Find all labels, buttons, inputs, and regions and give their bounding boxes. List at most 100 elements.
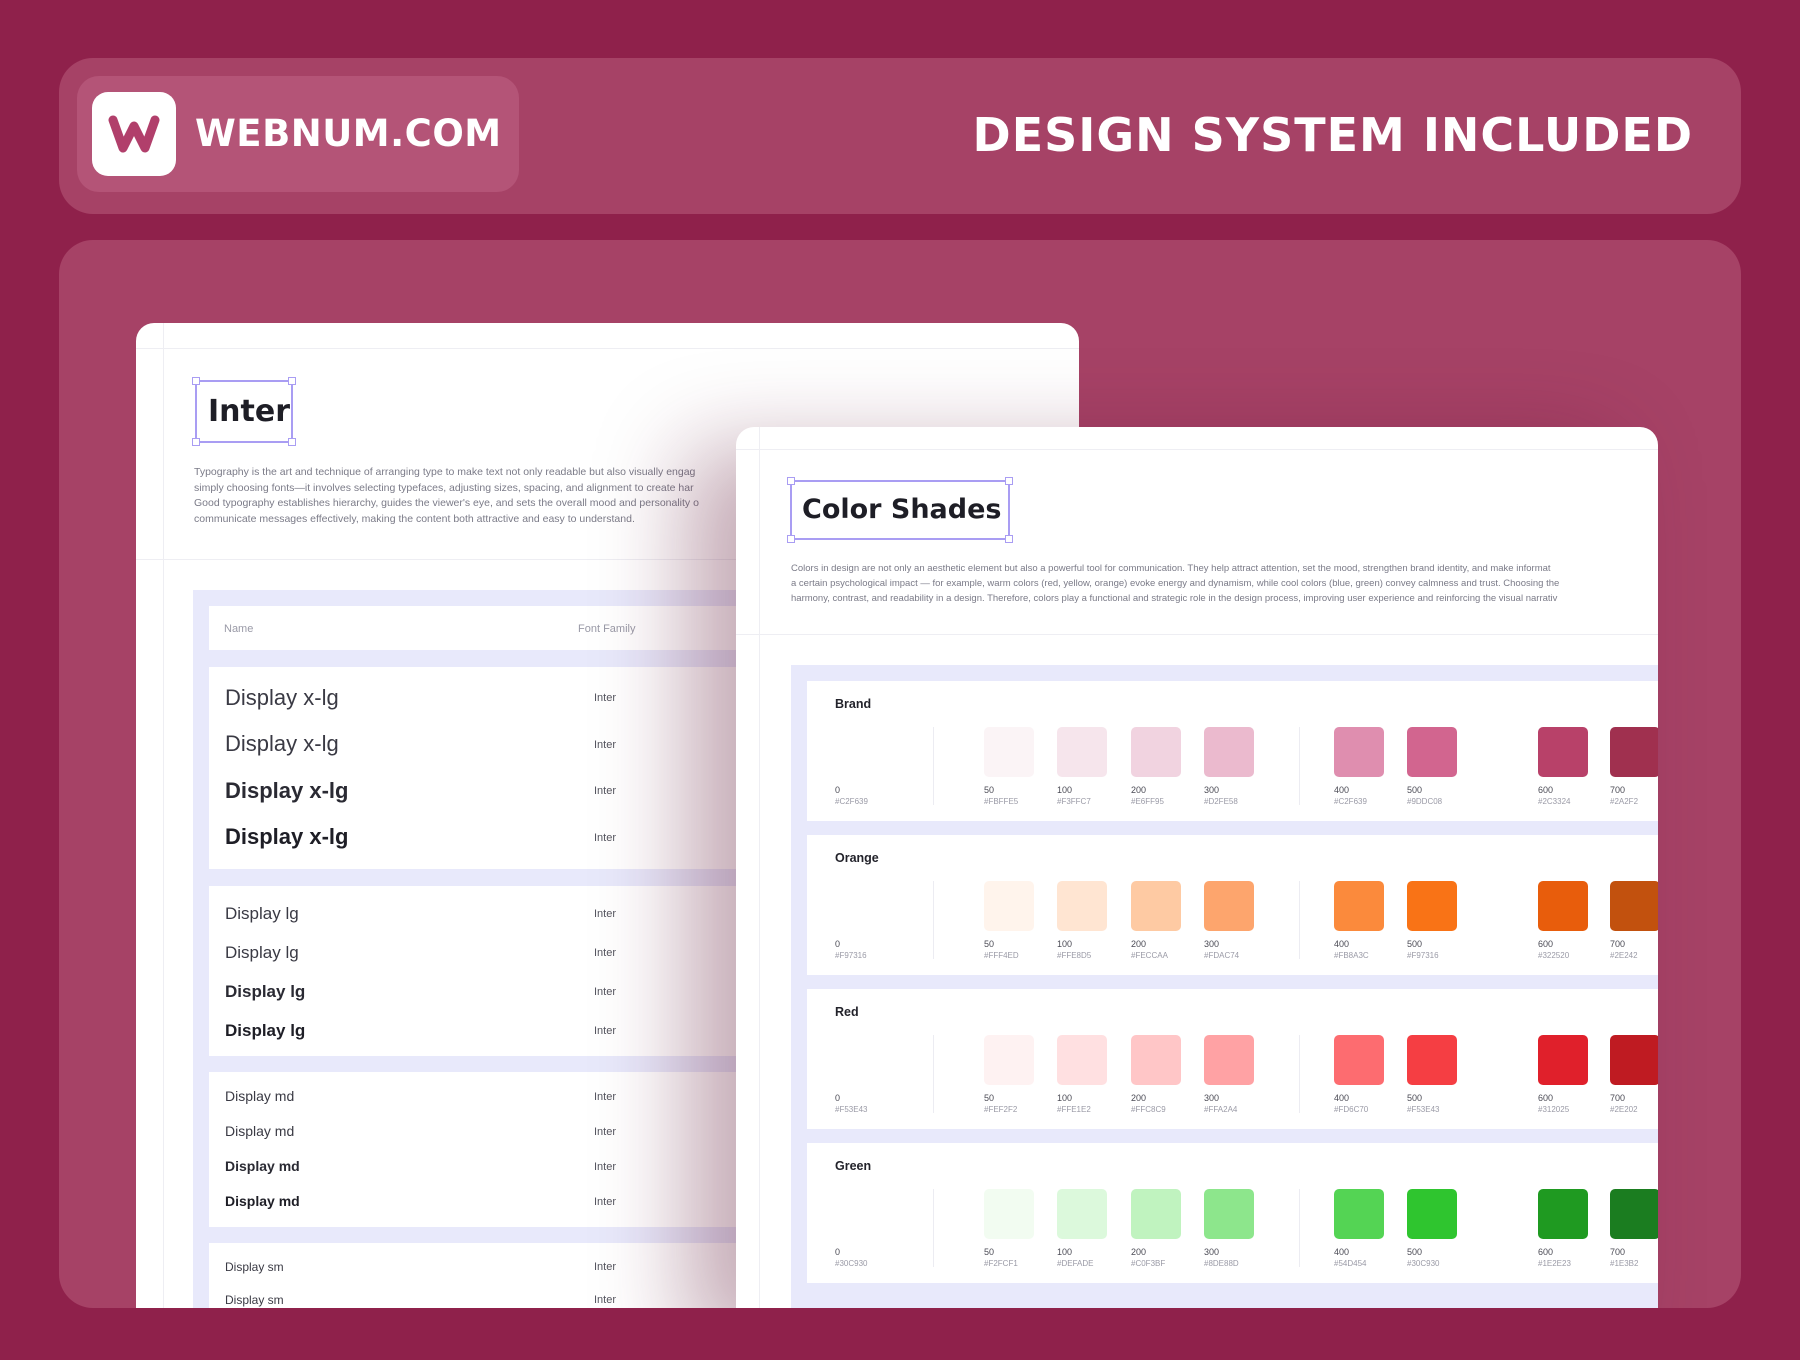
type-sample: Display x-lg bbox=[225, 731, 339, 756]
brand-name: WEBNUM.COM bbox=[195, 112, 502, 155]
color-groups-panel: Brand 0 #C2F639 50 #FBFFE5 100 #F3FFC7 200 #E6FF… bbox=[791, 665, 1658, 1308]
resize-handle[interactable] bbox=[288, 438, 296, 446]
shade-label: 100 bbox=[1057, 939, 1073, 949]
color-swatch[interactable] bbox=[1057, 881, 1107, 931]
color-swatch[interactable] bbox=[1610, 1189, 1658, 1239]
shade-hex: #C2F639 bbox=[1334, 797, 1367, 806]
color-swatch[interactable] bbox=[1131, 1189, 1181, 1239]
color-swatch[interactable] bbox=[1538, 1035, 1588, 1085]
shade-hex: #FB8A3C bbox=[1334, 951, 1369, 960]
type-sample: Display lg bbox=[225, 904, 299, 923]
shade-hex: #1E2E23 bbox=[1538, 1259, 1571, 1268]
color-swatch[interactable] bbox=[1610, 727, 1658, 777]
color-swatch[interactable] bbox=[1407, 1035, 1457, 1085]
resize-handle[interactable] bbox=[1005, 477, 1013, 485]
color-swatch[interactable] bbox=[1538, 881, 1588, 931]
shade-hex: #FECCAA bbox=[1131, 951, 1168, 960]
color-shades-card: Color Shades Colors in design are not on… bbox=[736, 427, 1658, 1308]
color-swatch[interactable] bbox=[1610, 1035, 1658, 1085]
color-swatch[interactable] bbox=[1334, 1035, 1384, 1085]
shade-label: 400 bbox=[1334, 785, 1350, 795]
shade-label: 100 bbox=[1057, 1093, 1073, 1103]
color-swatch[interactable] bbox=[1407, 1189, 1457, 1239]
shade-label: 700 bbox=[1610, 1093, 1626, 1103]
resize-handle[interactable] bbox=[192, 377, 200, 385]
color-group-brand: Brand 0 #C2F639 50 #FBFFE5 100 #F3FFC7 200 #E6FF… bbox=[807, 681, 1658, 821]
font-family-value: Inter bbox=[594, 785, 617, 797]
typography-title-selection[interactable]: Inter bbox=[192, 377, 296, 446]
color-swatch[interactable] bbox=[1131, 727, 1181, 777]
type-sample: Display sm bbox=[225, 1260, 284, 1274]
typography-title: Inter bbox=[208, 394, 291, 429]
color-swatch[interactable] bbox=[1538, 727, 1588, 777]
color-swatch[interactable] bbox=[1057, 727, 1107, 777]
shade-hex: #FD6C70 bbox=[1334, 1105, 1369, 1114]
color-group-title: Orange bbox=[835, 851, 879, 865]
color-swatch[interactable] bbox=[1334, 881, 1384, 931]
preview-stage: Inter Typography is the art and techniqu… bbox=[59, 240, 1741, 1308]
shade-label: 50 bbox=[984, 1247, 995, 1257]
color-swatch[interactable] bbox=[1057, 1189, 1107, 1239]
font-family-value: Inter bbox=[594, 1196, 617, 1208]
shade-label: 200 bbox=[1131, 1093, 1147, 1103]
w-logo-icon bbox=[92, 92, 176, 176]
resize-handle[interactable] bbox=[787, 477, 795, 485]
font-family-value: Inter bbox=[594, 1126, 617, 1138]
font-family-value: Inter bbox=[594, 947, 617, 959]
guide-line bbox=[136, 559, 1079, 560]
base-shade-label: 0 bbox=[835, 1247, 841, 1257]
type-sample: Display md bbox=[225, 1123, 295, 1139]
color-swatch[interactable] bbox=[1407, 881, 1457, 931]
brand-box[interactable]: WEBNUM.COM bbox=[77, 76, 519, 192]
color-swatch[interactable] bbox=[1204, 1189, 1254, 1239]
shade-label: 700 bbox=[1610, 1247, 1626, 1257]
color-swatch[interactable] bbox=[984, 1035, 1034, 1085]
resize-handle[interactable] bbox=[192, 438, 200, 446]
shade-label: 600 bbox=[1538, 1247, 1554, 1257]
column-header-name: Name bbox=[224, 623, 254, 635]
color-swatch[interactable] bbox=[1204, 881, 1254, 931]
color-swatch[interactable] bbox=[1538, 1189, 1588, 1239]
color-swatch[interactable] bbox=[1610, 881, 1658, 931]
description-line: Good typography establishes hierarchy, g… bbox=[194, 497, 699, 509]
color-swatch[interactable] bbox=[1334, 1189, 1384, 1239]
color-swatch[interactable] bbox=[984, 1189, 1034, 1239]
shade-hex: #FFA2A4 bbox=[1204, 1105, 1238, 1114]
resize-handle[interactable] bbox=[1005, 535, 1013, 543]
divider bbox=[1299, 881, 1300, 959]
shade-label: 200 bbox=[1131, 1247, 1147, 1257]
divider bbox=[1299, 1189, 1300, 1267]
color-group-green: Green 0 #30C930 50 #F2FCF1 100 #DEFADE 200 #C0F3… bbox=[807, 1143, 1658, 1283]
guide-line bbox=[136, 348, 1079, 349]
shade-label: 400 bbox=[1334, 1093, 1350, 1103]
base-shade-label: 0 bbox=[835, 1093, 841, 1103]
shade-label: 600 bbox=[1538, 785, 1554, 795]
color-title-selection[interactable]: Color Shades bbox=[787, 477, 1013, 543]
font-family-value: Inter bbox=[594, 832, 617, 844]
shade-label: 300 bbox=[1204, 1093, 1220, 1103]
type-sample: Display sm bbox=[225, 1293, 284, 1307]
color-swatch[interactable] bbox=[1204, 727, 1254, 777]
font-family-value: Inter bbox=[594, 692, 617, 704]
shade-hex: #2E202 bbox=[1610, 1105, 1638, 1114]
color-swatch[interactable] bbox=[1204, 1035, 1254, 1085]
resize-handle[interactable] bbox=[288, 377, 296, 385]
base-shade-hex: #F97316 bbox=[835, 951, 867, 960]
resize-handle[interactable] bbox=[787, 535, 795, 543]
font-family-value: Inter bbox=[594, 986, 617, 998]
guide-line bbox=[736, 634, 1658, 635]
shade-hex: #1E3B2 bbox=[1610, 1259, 1639, 1268]
font-family-value: Inter bbox=[594, 1261, 617, 1273]
color-swatch[interactable] bbox=[984, 881, 1034, 931]
color-swatch[interactable] bbox=[1057, 1035, 1107, 1085]
color-swatch[interactable] bbox=[1407, 727, 1457, 777]
color-swatch[interactable] bbox=[984, 727, 1034, 777]
shade-label: 100 bbox=[1057, 1247, 1073, 1257]
color-group-red: Red 0 #F53E43 50 #FEF2F2 100 #FFE1E2 200 #FFC8C9… bbox=[807, 989, 1658, 1129]
shade-hex: #2A2F2 bbox=[1610, 797, 1639, 806]
shade-hex: #F53E43 bbox=[1407, 1105, 1440, 1114]
color-swatch[interactable] bbox=[1131, 881, 1181, 931]
color-swatch[interactable] bbox=[1334, 727, 1384, 777]
shade-hex: #9DDC08 bbox=[1407, 797, 1443, 806]
color-swatch[interactable] bbox=[1131, 1035, 1181, 1085]
